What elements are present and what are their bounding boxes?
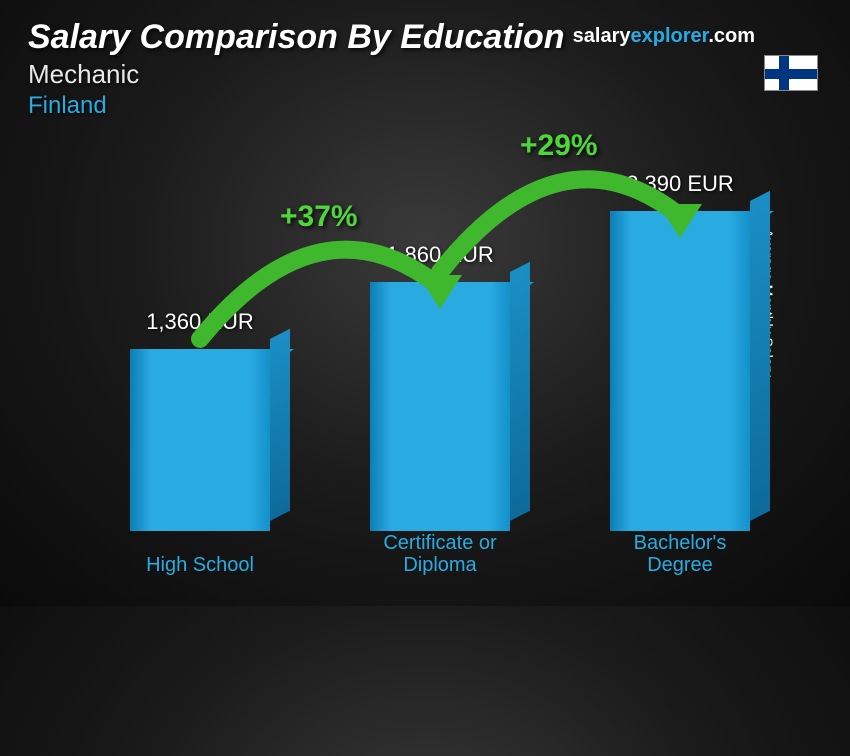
chart-subtitle-job: Mechanic [28,59,822,90]
bar-side-face [510,262,530,521]
bar-group: 2,390 EUR Bachelor'sDegree [600,211,760,531]
bar-front-face [610,211,750,531]
bar-value: 2,390 EUR [626,171,734,197]
bar-side-face [270,329,290,521]
bar: 1,360 EUR [130,349,270,531]
finland-flag-icon [764,55,818,91]
bar-front-face [130,349,270,531]
chart-subtitle-country: Finland [28,92,822,120]
bar: 2,390 EUR [610,211,750,531]
brand-logo: salaryexplorer.com [573,25,755,48]
bar-group: 1,360 EUR High School [120,349,280,531]
bar-label: Certificate orDiploma [340,532,540,576]
bar-group: 1,860 EUR Certificate orDiploma [360,282,520,531]
brand-part3: .com [708,25,755,47]
bar-value: 1,360 EUR [146,309,254,335]
percentage-increase: +37% [280,200,358,234]
bar-side-face [750,191,770,521]
bar: 1,860 EUR [370,282,510,531]
brand-part2: explorer [630,25,708,47]
bar-front-face [370,282,510,531]
bar-value: 1,860 EUR [386,242,494,268]
bar-label: High School [100,554,300,576]
bar-label: Bachelor'sDegree [580,532,780,576]
percentage-increase: +29% [520,129,598,163]
brand-part1: salary [573,25,631,47]
bar-chart: 1,360 EUR High School 1,860 EUR Certific… [60,150,770,576]
